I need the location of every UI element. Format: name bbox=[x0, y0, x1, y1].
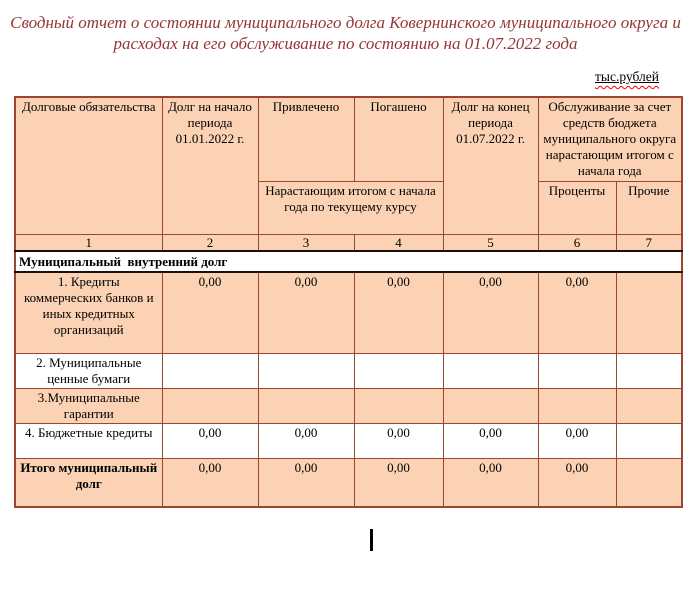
row-label[interactable]: 2. Муниципальные ценные бумаги bbox=[14, 352, 163, 389]
data-cell[interactable] bbox=[442, 387, 539, 424]
section-title[interactable]: Муниципальный внутренний долг bbox=[14, 250, 683, 273]
data-cell[interactable] bbox=[161, 352, 259, 389]
column-number-row: 1 2 3 4 5 6 7 bbox=[14, 233, 683, 252]
column-number[interactable]: 3 bbox=[257, 233, 355, 252]
data-cell[interactable]: 0,00 bbox=[161, 457, 259, 508]
data-cell[interactable] bbox=[257, 352, 355, 389]
data-cell[interactable] bbox=[615, 271, 683, 354]
data-cell[interactable]: 0,00 bbox=[257, 271, 355, 354]
data-cell[interactable]: 0,00 bbox=[537, 422, 617, 459]
column-number[interactable]: 5 bbox=[442, 233, 539, 252]
data-cell[interactable]: 0,00 bbox=[161, 271, 259, 354]
total-row-label[interactable]: Итого муниципальный долг bbox=[14, 457, 163, 508]
header-debt-end[interactable]: Долг на конец периода 01.07.2022 г. bbox=[442, 96, 539, 235]
column-number[interactable]: 6 bbox=[537, 233, 617, 252]
data-cell[interactable] bbox=[353, 352, 444, 389]
data-cell[interactable] bbox=[615, 422, 683, 459]
data-cell[interactable]: 0,00 bbox=[537, 271, 617, 354]
data-cell[interactable] bbox=[537, 387, 617, 424]
data-cell[interactable] bbox=[353, 387, 444, 424]
data-cell[interactable] bbox=[615, 352, 683, 389]
header-raised[interactable]: Привлечено bbox=[257, 96, 355, 182]
document-title: Сводный отчет о состоянии муниципального… bbox=[0, 12, 691, 54]
row-label[interactable]: 3.Муниципальные гарантии bbox=[14, 387, 163, 424]
header-row-sub: Нарастающим итогом с начала года по теку… bbox=[15, 180, 683, 235]
column-number[interactable]: 7 bbox=[615, 233, 683, 252]
header-debt-start[interactable]: Долг на начало периода 01.01.2022 г. bbox=[161, 96, 259, 235]
data-cell[interactable]: 0,00 bbox=[353, 457, 444, 508]
data-cell[interactable] bbox=[257, 387, 355, 424]
header-repaid[interactable]: Погашено bbox=[353, 96, 444, 182]
units-label[interactable]: тыс.рублей bbox=[595, 69, 659, 85]
column-number[interactable]: 2 bbox=[161, 233, 259, 252]
data-cell[interactable] bbox=[615, 457, 683, 508]
header-interest[interactable]: Проценты bbox=[537, 180, 617, 235]
table-row: 4. Бюджетные кредиты 0,00 0,00 0,00 0,00… bbox=[14, 422, 683, 459]
title-line-1[interactable]: Сводный отчет о состоянии муниципального… bbox=[10, 13, 681, 32]
table-row: 1. Кредиты коммерческих банков и иных кр… bbox=[14, 271, 683, 354]
header-row-main: Долговые обязательства Долг на начало пе… bbox=[14, 96, 683, 235]
data-cell[interactable]: 0,00 bbox=[442, 457, 539, 508]
header-debt-obligations[interactable]: Долговые обязательства bbox=[14, 96, 163, 235]
data-cell[interactable]: 0,00 bbox=[161, 422, 259, 459]
data-cell[interactable]: 0,00 bbox=[442, 271, 539, 354]
data-cell[interactable] bbox=[615, 387, 683, 424]
column-number[interactable]: 4 bbox=[353, 233, 444, 252]
data-cell[interactable]: 0,00 bbox=[257, 422, 355, 459]
debt-table: Долговые обязательства Долг на начало пе… bbox=[14, 96, 683, 508]
row-label[interactable]: 1. Кредиты коммерческих банков и иных кр… bbox=[14, 271, 163, 354]
table-row: 2. Муниципальные ценные бумаги bbox=[14, 352, 683, 389]
column-number[interactable]: 1 bbox=[14, 233, 163, 252]
table-total-row: Итого муниципальный долг 0,00 0,00 0,00 … bbox=[14, 457, 683, 508]
header-other[interactable]: Прочие bbox=[615, 180, 683, 235]
data-cell[interactable] bbox=[442, 352, 539, 389]
data-cell[interactable]: 0,00 bbox=[257, 457, 355, 508]
data-cell[interactable]: 0,00 bbox=[537, 457, 617, 508]
data-cell[interactable] bbox=[161, 387, 259, 424]
units-text: тыс.рублей bbox=[595, 69, 659, 84]
data-cell[interactable]: 0,00 bbox=[442, 422, 539, 459]
table-row: 3.Муниципальные гарантии bbox=[14, 387, 683, 424]
header-service[interactable]: Обслуживание за счет средств бюджета мун… bbox=[537, 96, 683, 182]
title-line-2[interactable]: расходах на его обслуживание по состояни… bbox=[113, 34, 578, 53]
text-caret bbox=[370, 529, 373, 551]
header-cumulative-total[interactable]: Нарастающим итогом с начала года по теку… bbox=[257, 180, 444, 235]
row-label[interactable]: 4. Бюджетные кредиты bbox=[14, 422, 163, 459]
data-cell[interactable]: 0,00 bbox=[353, 271, 444, 354]
data-cell[interactable] bbox=[537, 352, 617, 389]
section-row: Муниципальный внутренний долг bbox=[14, 250, 683, 273]
data-cell[interactable]: 0,00 bbox=[353, 422, 444, 459]
